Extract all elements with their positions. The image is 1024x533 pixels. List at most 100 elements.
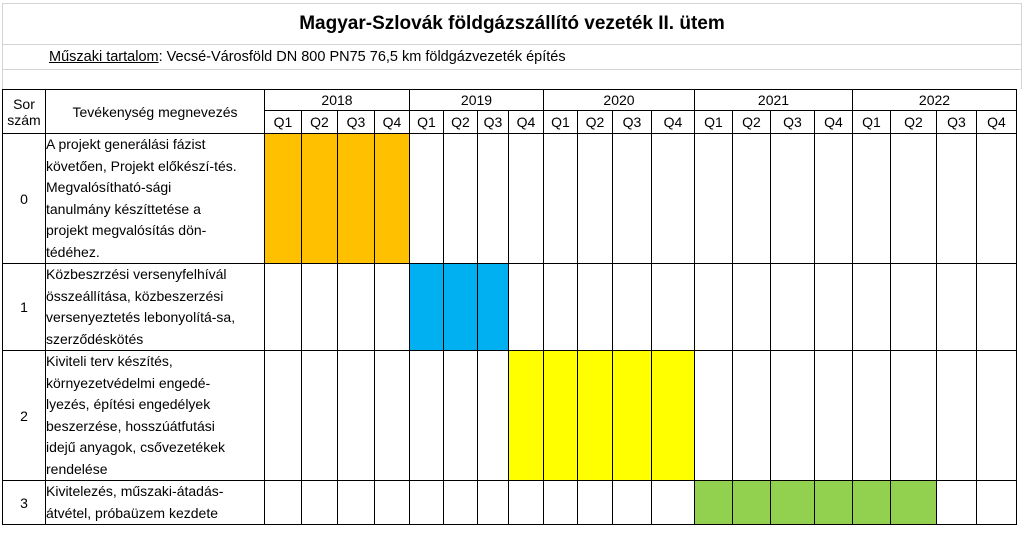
gantt-table: Sor szám Tevékenység megnevezés 2018 201…	[2, 89, 1017, 525]
gantt-bar-cell	[612, 350, 652, 481]
quarter-header: Q3	[612, 110, 652, 134]
quarter-header: Q4	[651, 110, 695, 134]
activity-row: 1 Közbeszrzési versenyfelhívál összeállítá…	[2, 263, 1017, 351]
year-header: 2019	[409, 89, 544, 111]
gantt-empty-cell	[409, 480, 444, 525]
technical-content-label: Műszaki tartalom	[49, 49, 159, 65]
gantt-empty-cell	[890, 263, 937, 351]
gantt-empty-cell	[612, 133, 652, 264]
gantt-bar-cell	[543, 350, 578, 481]
gantt-empty-cell	[508, 263, 544, 351]
gantt-empty-cell	[732, 263, 771, 351]
gantt-empty-cell	[936, 480, 977, 525]
gantt-empty-cell	[543, 133, 578, 264]
activity-line: átvétel, próbaüzem kezdete	[46, 504, 219, 521]
quarter-header: Q2	[890, 110, 937, 134]
header-activity: Tevékenység megnevezés	[45, 89, 265, 134]
gantt-empty-cell	[814, 263, 853, 351]
sheet-title: Magyar-Szlovák földgázszállító vezeték I…	[2, 3, 1022, 44]
gantt-bar-cell	[732, 480, 771, 525]
gantt-empty-cell	[264, 263, 302, 351]
gantt-bar-cell	[374, 133, 410, 264]
activity-line: A projekt generálási fázist	[46, 136, 206, 152]
activity-line: idejű anyagok, csővezetékek	[46, 439, 226, 455]
gantt-bar-cell	[852, 480, 891, 525]
activity-line: rendelése	[46, 460, 108, 477]
gantt-empty-cell	[508, 480, 544, 525]
gantt-empty-cell	[651, 133, 695, 264]
quarter-header: Q4	[508, 110, 544, 134]
year-header: 2021	[694, 89, 853, 111]
activity-description: Közbeszrzési versenyfelhívál összeállítás…	[45, 263, 265, 351]
gantt-bar-cell	[264, 133, 302, 264]
gantt-empty-cell	[694, 133, 733, 264]
gantt-bar-cell	[443, 263, 478, 351]
activity-description: Kiviteli terv készítés, környezetvédelmi …	[45, 350, 265, 481]
activity-line: versenyeztetés lebonyolítá-sa,	[46, 309, 236, 325]
gantt-empty-cell	[337, 263, 375, 351]
quarter-header-row: Q1 Q2 Q3 Q4 Q1 Q2 Q3 Q4 Q1 Q2 Q3 Q4 Q1 Q2 Q3 Q4 Q1 Q2 Q3 Q4	[3, 110, 1017, 134]
gantt-empty-cell	[694, 263, 733, 351]
gantt-empty-cell	[770, 263, 815, 351]
quarter-header: Q2	[577, 110, 613, 134]
row-number: 2	[2, 350, 46, 481]
gantt-empty-cell	[577, 480, 613, 525]
header-row-number: Sor szám	[2, 89, 46, 134]
quarter-header: Q1	[852, 110, 891, 134]
gantt-empty-cell	[477, 133, 509, 264]
gantt-empty-cell	[976, 350, 1017, 481]
activity-line: tanulmány készíttetése a	[46, 200, 201, 217]
activity-row: 3 Kivitelezés, műszaki-átadás-átvétel, pr…	[2, 480, 1017, 525]
gantt-empty-cell	[732, 133, 771, 264]
quarter-header: Q3	[337, 110, 375, 134]
gantt-empty-cell	[732, 350, 771, 481]
gantt-bar-cell	[301, 133, 338, 264]
gantt-empty-cell	[477, 350, 509, 481]
gantt-empty-cell	[852, 133, 891, 264]
activity-line: követően, Projekt előkészí-tés.	[46, 157, 237, 174]
gantt-bar-cell	[770, 480, 815, 525]
gantt-empty-cell	[443, 480, 478, 525]
gantt-bar-cell	[477, 263, 509, 351]
header-num-line1: Sor	[13, 95, 35, 112]
activity-line: Kiviteli terv készítés,	[46, 353, 173, 369]
gantt-empty-cell	[976, 263, 1017, 351]
quarter-header: Q3	[936, 110, 977, 134]
gantt-empty-cell	[890, 133, 937, 264]
quarter-header: Q2	[443, 110, 478, 134]
quarter-header: Q1	[264, 110, 302, 134]
gantt-empty-cell	[374, 350, 410, 481]
activity-line: összeállítása, közbeszerzési	[46, 287, 224, 304]
activity-description: Kivitelezés, műszaki-átadás-átvétel, pró…	[45, 480, 265, 525]
technical-content: Műszaki tartalom: Vecsé-Városföld DN 800…	[49, 45, 566, 69]
gantt-bar-cell	[337, 133, 375, 264]
row-number: 1	[2, 263, 46, 351]
quarter-header: Q4	[374, 110, 410, 134]
activity-line: Megvalósítható-sági	[46, 179, 172, 195]
quarter-header: Q3	[770, 110, 815, 134]
activity-line: Közbeszrzési versenyfelhívál	[46, 266, 227, 282]
gantt-empty-cell	[770, 133, 815, 264]
header-num-line2: szám	[7, 111, 41, 128]
gantt-empty-cell	[543, 480, 578, 525]
activity-row: 2 Kiviteli terv készítés, környezetvédelmi…	[2, 350, 1017, 481]
gantt-empty-cell	[301, 263, 338, 351]
gantt-empty-cell	[976, 133, 1017, 264]
gantt-empty-cell	[264, 350, 302, 481]
gantt-empty-cell	[577, 263, 613, 351]
technical-content-text: : Vecsé-Városföld DN 800 PN75 76,5 km fö…	[158, 49, 566, 65]
gantt-bar-cell	[577, 350, 613, 481]
gantt-empty-cell	[264, 480, 302, 525]
gantt-empty-cell	[301, 350, 338, 481]
gantt-empty-cell	[543, 263, 578, 351]
gantt-bar-cell	[814, 480, 853, 525]
activity-line: lyezés, építési engedélyek	[46, 396, 211, 412]
quarter-header: Q2	[732, 110, 771, 134]
gantt-empty-cell	[409, 133, 444, 264]
gantt-bar-cell	[694, 480, 733, 525]
quarter-header: Q4	[814, 110, 853, 134]
gantt-empty-cell	[651, 263, 695, 351]
gantt-empty-cell	[852, 263, 891, 351]
